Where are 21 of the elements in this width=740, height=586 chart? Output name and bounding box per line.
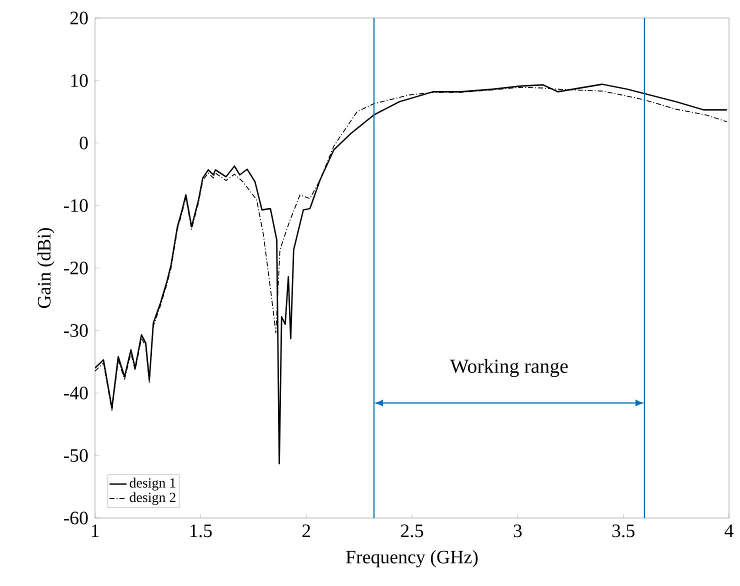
y-tick-label: -40: [64, 386, 88, 400]
x-tick-label: 3: [514, 524, 522, 538]
y-tick-label: -20: [64, 262, 88, 274]
x-tick-label: 4: [724, 524, 734, 537]
x-axis-title: Frequency (GHz): [346, 550, 478, 568]
legend-label: design 1: [130, 478, 176, 490]
y-tick-label: 20: [70, 12, 88, 24]
y-tick-label: -30: [64, 324, 88, 337]
y-tick-label: 0: [80, 136, 88, 150]
y-tick-label: -50: [64, 449, 88, 462]
y-tick-label: -60: [64, 512, 88, 524]
x-tick-label: 1: [92, 524, 99, 538]
x-tick-label: 2: [302, 524, 310, 538]
y-axis-title: Gain (dBi): [37, 228, 54, 308]
legend-label: design 2: [130, 492, 176, 505]
x-tick-label: 2.5: [401, 524, 424, 538]
x-tick-label: 1.5: [190, 524, 212, 538]
y-tick-label: 10: [71, 74, 88, 87]
annotation: Working range: [450, 358, 568, 378]
y-tick-label: -10: [64, 199, 88, 212]
x-tick-label: 3.5: [612, 524, 634, 538]
